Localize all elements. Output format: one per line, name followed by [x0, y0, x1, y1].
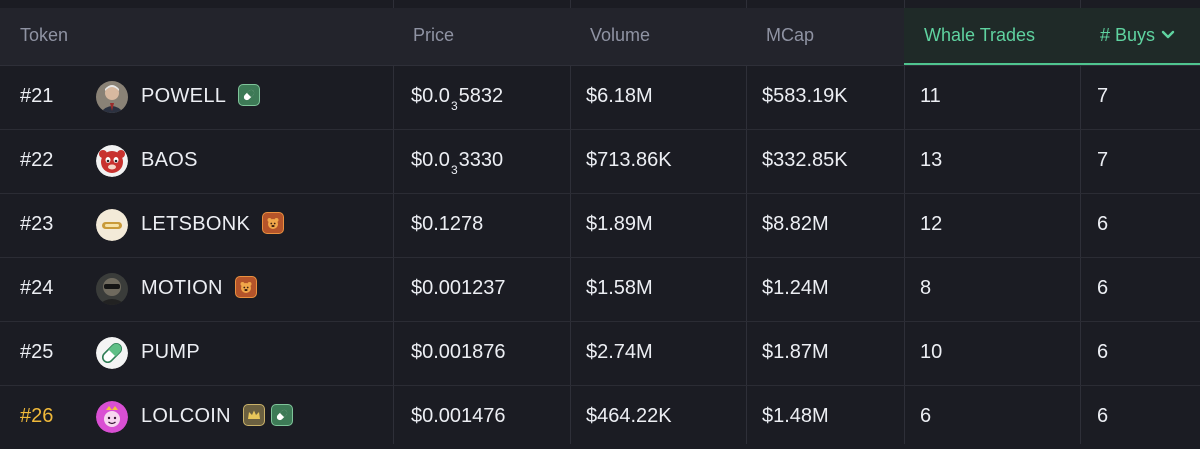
- volume: $2.74M: [586, 341, 653, 363]
- token-avatar-baos: [96, 145, 128, 177]
- price: $0.001237: [411, 277, 506, 299]
- pill-icon: [270, 403, 293, 426]
- token-avatar-letsbonk: [96, 209, 128, 241]
- whale-trades: 10: [920, 341, 943, 363]
- buys: 6: [1097, 341, 1109, 363]
- token-avatar-powell: [96, 81, 128, 113]
- column-header-token[interactable]: Token: [20, 25, 69, 45]
- buys: 6: [1097, 213, 1109, 235]
- table-header: Token Price Volume MCap Whale Trades # B…: [0, 8, 1200, 66]
- column-header-whale-trades[interactable]: Whale Trades: [904, 8, 1080, 65]
- rank: #26: [20, 405, 54, 427]
- market-cap: $1.48M: [762, 405, 829, 427]
- token-name[interactable]: LETSBONK: [141, 194, 285, 257]
- column-header-price[interactable]: Price: [413, 25, 455, 45]
- volume: $1.89M: [586, 213, 653, 235]
- price: $0.035832: [411, 85, 504, 113]
- rank: #21: [20, 85, 54, 107]
- whale-trades: 13: [920, 149, 943, 171]
- volume: $713.86K: [586, 149, 672, 171]
- token-name[interactable]: MOTION: [141, 258, 257, 321]
- market-cap: $332.85K: [762, 149, 848, 171]
- column-header-mcap[interactable]: MCap: [766, 25, 815, 45]
- buys: 7: [1097, 85, 1109, 107]
- token-name[interactable]: LOLCOIN: [141, 386, 293, 449]
- token-avatar-pump: [96, 337, 128, 369]
- column-header-volume[interactable]: Volume: [590, 25, 651, 45]
- volume: $464.22K: [586, 405, 672, 427]
- buys: 7: [1097, 149, 1109, 171]
- table-row[interactable]: #25 PUMP $0.001876 $2.74M $1.87M 10 6: [0, 322, 1200, 386]
- price: $0.001876: [411, 341, 506, 363]
- token-avatar-lolcoin: [96, 401, 128, 433]
- buys: 6: [1097, 405, 1109, 427]
- table-row[interactable]: #22 BAOS $0.033330 $713.86K $332.85K 13 …: [0, 130, 1200, 194]
- rank: #24: [20, 277, 54, 299]
- bonk-icon: [262, 211, 285, 234]
- price: $0.033330: [411, 149, 504, 177]
- price: $0.001476: [411, 405, 506, 427]
- table-row[interactable]: #21 POWELL $0.035832 $6.18M $583.19K 11 …: [0, 66, 1200, 130]
- token-name[interactable]: BAOS: [141, 149, 198, 171]
- volume: $1.58M: [586, 277, 653, 299]
- market-cap: $583.19K: [762, 85, 848, 107]
- rank: #25: [20, 341, 54, 363]
- token-avatar-motion: [96, 273, 128, 305]
- rank: #23: [20, 213, 54, 235]
- token-name[interactable]: POWELL: [141, 66, 261, 129]
- market-cap: $8.82M: [762, 213, 829, 235]
- whale-trades: 12: [920, 213, 943, 235]
- crown-icon: [242, 403, 265, 426]
- volume: $6.18M: [586, 85, 653, 107]
- whale-trades: 11: [920, 85, 941, 107]
- price: $0.1278: [411, 213, 484, 235]
- rank: #22: [20, 149, 54, 171]
- whale-trades: 6: [920, 405, 932, 427]
- chevron-down-icon: [1161, 30, 1175, 38]
- bonk-icon: [234, 275, 257, 298]
- buys: 6: [1097, 277, 1109, 299]
- column-header-buys[interactable]: # Buys: [1080, 8, 1200, 65]
- whale-trades: 8: [920, 277, 932, 299]
- pill-icon: [238, 83, 261, 106]
- market-cap: $1.87M: [762, 341, 829, 363]
- table-row[interactable]: #24 MOTION $0.001237 $1.58M $1.24M 8 6: [0, 258, 1200, 322]
- table-row[interactable]: #23 LETSBONK $0.1278 $1.89M $8.82M 12 6: [0, 194, 1200, 258]
- token-name[interactable]: PUMP: [141, 341, 200, 363]
- market-cap: $1.24M: [762, 277, 829, 299]
- table-row[interactable]: #26 LOLCOIN $0.001476 $464.22K $1.48M 6 …: [0, 386, 1200, 449]
